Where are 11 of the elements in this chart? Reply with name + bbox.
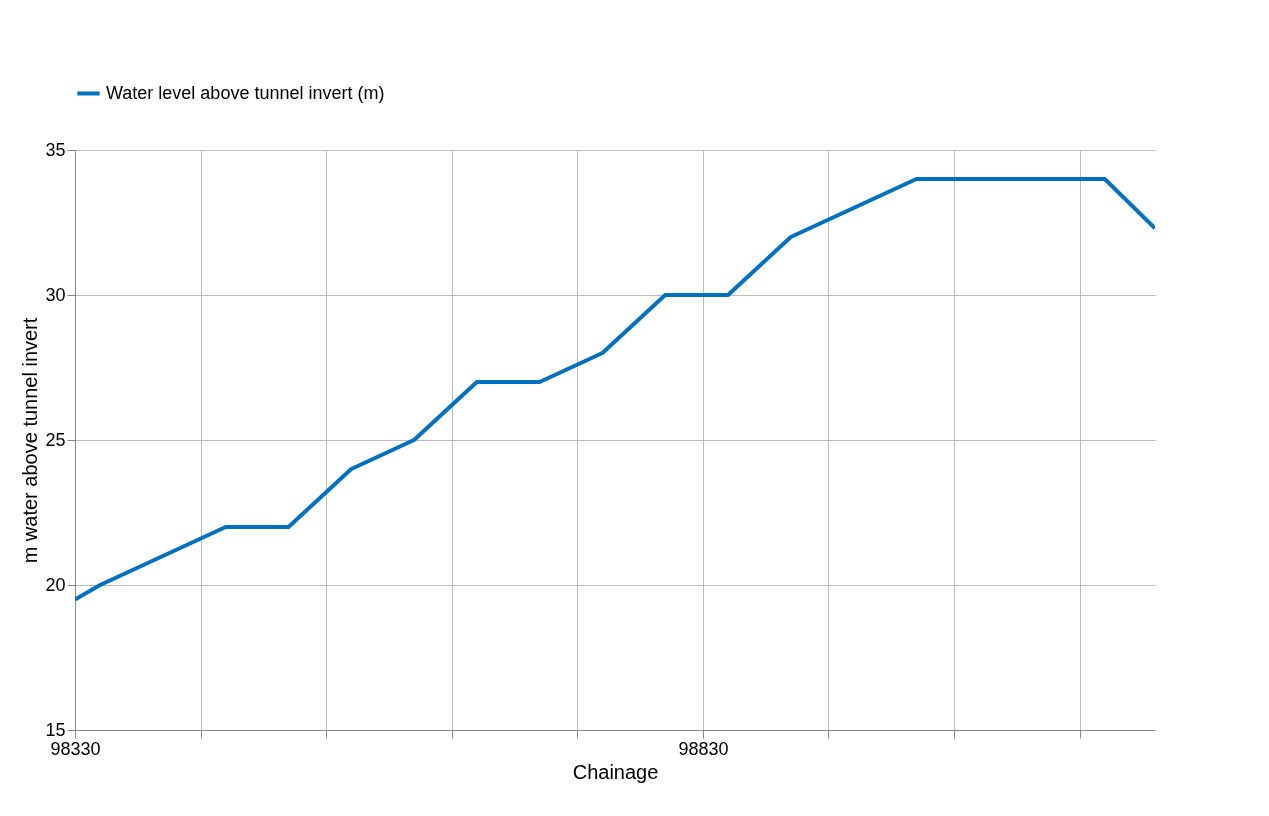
legend-label: Water level above tunnel invert (m) — [106, 82, 385, 103]
y-tick-label: 20 — [45, 574, 66, 595]
y-tick-label: 35 — [45, 139, 66, 160]
line-series — [75, 177, 1155, 602]
y-tick-label: 15 — [45, 719, 66, 740]
x-tick-label: 98330 — [50, 738, 101, 759]
y-tick-label: 30 — [45, 284, 66, 305]
y-axis-title: m water above tunnel invert — [19, 317, 42, 564]
x-axis-title: Chainage — [572, 760, 659, 783]
x-tick-label: 98830 — [678, 738, 729, 759]
y-tick-label: 25 — [45, 429, 66, 450]
